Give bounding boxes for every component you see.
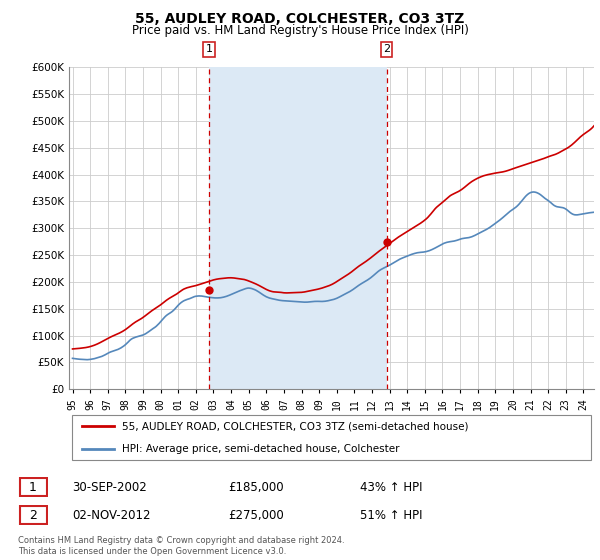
Text: 1: 1 [206, 44, 212, 54]
Text: Contains HM Land Registry data © Crown copyright and database right 2024.
This d: Contains HM Land Registry data © Crown c… [18, 536, 344, 556]
Text: 51% ↑ HPI: 51% ↑ HPI [360, 508, 422, 522]
Text: HPI: Average price, semi-detached house, Colchester: HPI: Average price, semi-detached house,… [121, 444, 399, 454]
Text: Price paid vs. HM Land Registry's House Price Index (HPI): Price paid vs. HM Land Registry's House … [131, 24, 469, 37]
Text: 1: 1 [29, 480, 37, 494]
Text: £275,000: £275,000 [228, 508, 284, 522]
Text: 55, AUDLEY ROAD, COLCHESTER, CO3 3TZ: 55, AUDLEY ROAD, COLCHESTER, CO3 3TZ [136, 12, 464, 26]
Text: 2: 2 [383, 44, 390, 54]
Bar [209, 67, 386, 389]
Text: 30-SEP-2002: 30-SEP-2002 [72, 480, 147, 494]
Text: 2: 2 [29, 508, 37, 522]
FancyBboxPatch shape [19, 478, 47, 496]
Text: £185,000: £185,000 [228, 480, 284, 494]
Text: 43% ↑ HPI: 43% ↑ HPI [360, 480, 422, 494]
FancyBboxPatch shape [71, 415, 592, 460]
Text: 55, AUDLEY ROAD, COLCHESTER, CO3 3TZ (semi-detached house): 55, AUDLEY ROAD, COLCHESTER, CO3 3TZ (se… [121, 421, 468, 431]
FancyBboxPatch shape [19, 506, 47, 524]
Text: 02-NOV-2012: 02-NOV-2012 [72, 508, 151, 522]
